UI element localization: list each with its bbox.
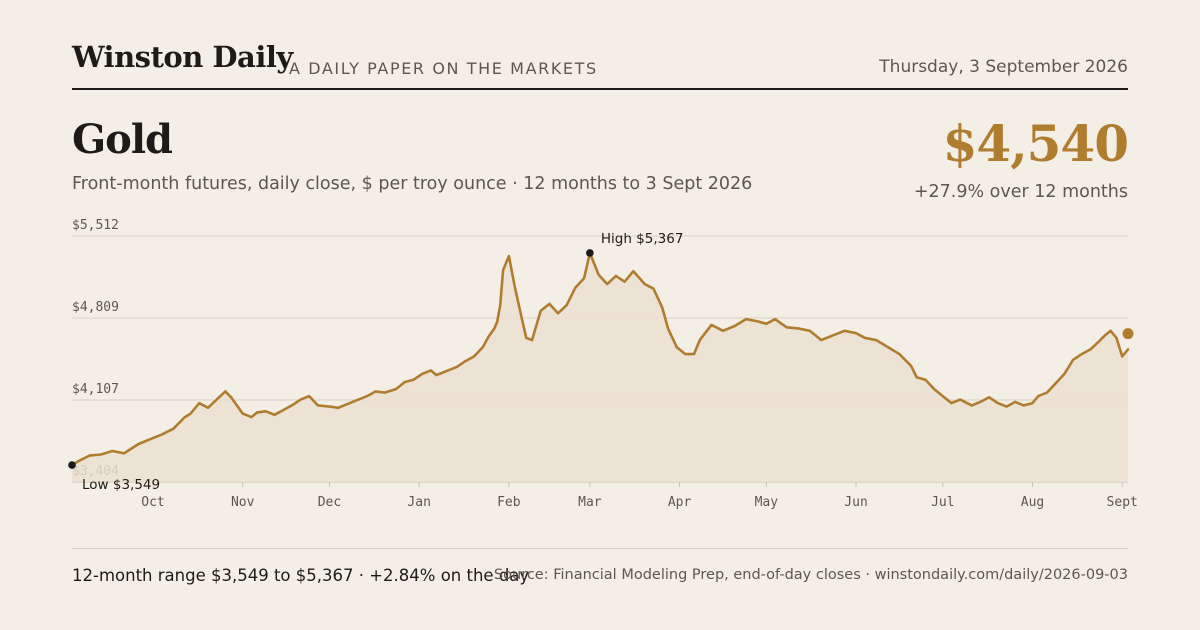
high-label: High $5,367 — [601, 231, 684, 247]
chart-subtitle: Front-month futures, daily close, $ per … — [72, 174, 753, 194]
x-tick-label: Jan — [407, 495, 430, 510]
y-tick-label: $5,512 — [72, 218, 119, 233]
x-tick-label: Aug — [1021, 495, 1044, 510]
x-tick-label: May — [755, 495, 779, 510]
high-marker — [586, 249, 594, 257]
x-tick-label: Nov — [231, 495, 255, 510]
latest-marker — [1122, 328, 1134, 340]
footer-rule — [72, 548, 1128, 549]
x-tick-label: Jun — [844, 495, 867, 510]
price-change: +27.9% over 12 months — [913, 182, 1128, 202]
price-line — [70, 251, 1130, 467]
x-tick-label: Apr — [668, 495, 692, 510]
y-tick-label: $4,107 — [72, 382, 119, 397]
y-tick-label: $4,809 — [72, 300, 119, 315]
x-tick-label: Feb — [497, 495, 521, 510]
range-summary: 12-month range $3,549 to $5,367 · +2.84%… — [72, 566, 530, 585]
issue-date: Thursday, 3 September 2026 — [879, 57, 1128, 77]
x-tick-label: Jul — [931, 495, 954, 510]
price-chart: $5,512$4,809$4,107$3,404OctNovDecJanFebM… — [68, 218, 1138, 510]
low-marker — [68, 461, 76, 469]
current-price: $4,540 — [942, 114, 1129, 173]
low-label: Low $3,549 — [82, 477, 160, 493]
x-tick-label: Mar — [578, 495, 602, 510]
x-tick-label: Sept — [1107, 495, 1138, 510]
x-tick-label: Oct — [141, 495, 164, 510]
tagline: A DAILY PAPER ON THE MARKETS — [289, 59, 598, 78]
price-area — [72, 252, 1128, 482]
masthead-rule — [72, 88, 1128, 90]
chart-title: Gold — [72, 116, 173, 163]
source-note[interactable]: Source: Financial Modeling Prep, end-of-… — [493, 567, 1128, 583]
masthead: Winston Daily A DAILY PAPER ON THE MARKE… — [72, 40, 1128, 90]
brand-name[interactable]: Winston Daily — [72, 40, 293, 74]
x-tick-label: Dec — [318, 495, 341, 510]
